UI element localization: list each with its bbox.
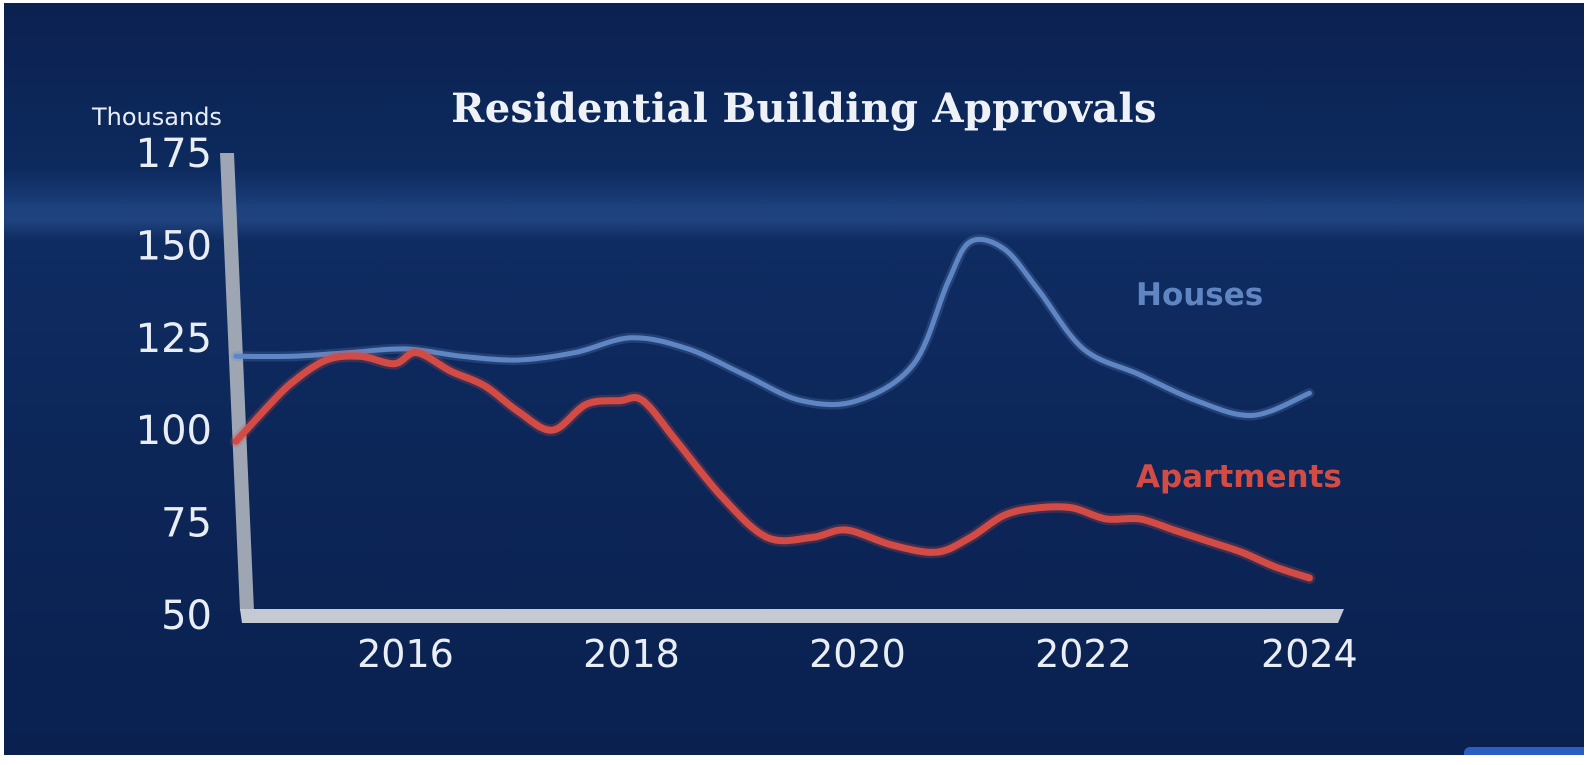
line-chart: 175 150 125 100 75 50 2016 2018 2020 2022 2024 Hous… [136,131,1358,676]
x-tick-label: 2024 [1261,632,1358,676]
y-tick-label: 175 [136,131,212,177]
x-axis-line [240,609,1344,623]
y-tick-label: 100 [136,408,212,454]
y-tick-label: 125 [136,316,212,362]
houses-series-line [233,236,1312,418]
chart-frame: Residential Building Approvals Thousands… [4,3,1584,755]
chart-title: Residential Building Approvals [451,85,1157,132]
background-glow-band [4,199,1584,241]
y-tick-label: 50 [161,593,212,639]
x-tick-label: 2020 [809,632,906,676]
houses-series-label: Houses [1136,277,1263,313]
y-tick-label: 75 [161,501,212,547]
apartments-series-label: Apartments [1136,459,1342,495]
corner-accent [1464,747,1584,755]
x-tick-label: 2018 [583,632,680,676]
y-axis-line [220,153,254,611]
x-tick-label: 2016 [357,632,454,676]
y-tick-label: 150 [136,223,212,269]
y-axis-unit-label: Thousands [92,103,222,131]
apartments-series-line [232,349,1313,582]
x-tick-label: 2022 [1035,632,1132,676]
